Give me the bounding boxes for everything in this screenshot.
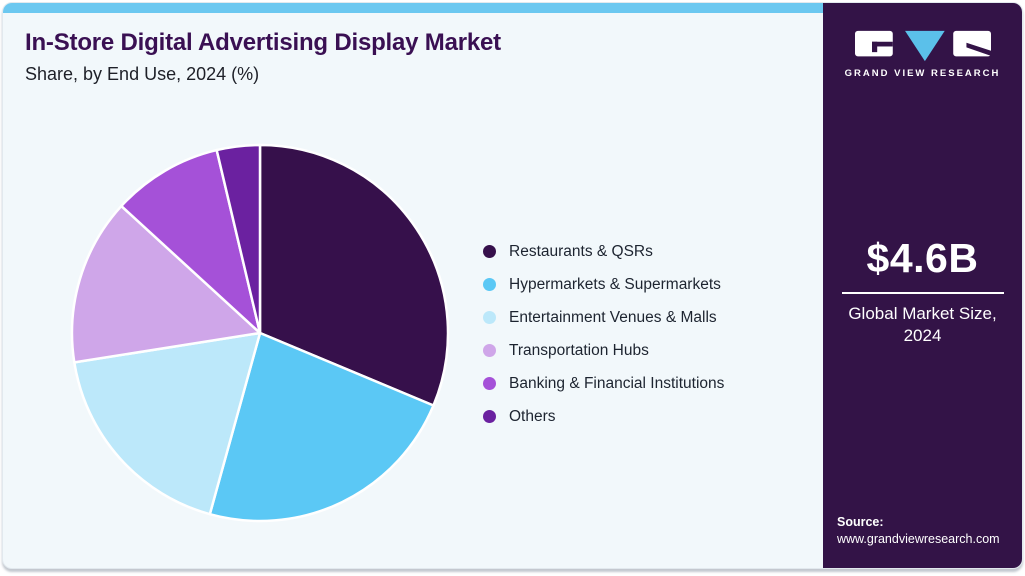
pie-slice-2 xyxy=(73,331,262,516)
legend-label: Transportation Hubs xyxy=(509,341,649,359)
legend-dot-icon xyxy=(483,245,496,258)
legend-item-1: Hypermarkets & Supermarkets xyxy=(483,268,724,301)
market-size-block: $4.6B Global Market Size, 2024 xyxy=(823,235,1022,347)
gvr-logo: GRAND VIEW RESEARCH xyxy=(823,29,1022,79)
source-url: www.grandviewresearch.com xyxy=(837,532,1000,547)
pie-slice-4 xyxy=(120,148,262,335)
legend-label: Entertainment Venues & Malls xyxy=(509,308,717,326)
page-subtitle: Share, by End Use, 2024 (%) xyxy=(25,64,260,84)
legend-item-4: Banking & Financial Institutions xyxy=(483,367,724,400)
pie-slice-1 xyxy=(208,331,435,523)
market-size-value: $4.6B xyxy=(866,235,979,281)
header: In-Store Digital Advertising Display Mar… xyxy=(25,29,501,85)
chart-legend: Restaurants & QSRs Hypermarkets & Superma… xyxy=(483,235,724,433)
pie-slice-3 xyxy=(70,204,262,364)
top-accent-bar xyxy=(3,3,825,13)
pie-chart xyxy=(69,142,451,524)
legend-dot-icon xyxy=(483,278,496,291)
legend-dot-icon xyxy=(483,311,496,324)
brand-panel: GRAND VIEW RESEARCH $4.6B Global Market … xyxy=(823,3,1022,568)
legend-dot-icon xyxy=(483,377,496,390)
source-block: Source: www.grandviewresearch.com xyxy=(837,514,1000,548)
legend-label: Hypermarkets & Supermarkets xyxy=(509,275,721,293)
legend-item-5: Others xyxy=(483,400,724,433)
pie-slice-5 xyxy=(215,143,262,335)
logo-wordmark: GRAND VIEW RESEARCH xyxy=(844,68,1001,79)
market-size-label-line1: Global Market Size, xyxy=(848,304,997,323)
legend-dot-icon xyxy=(483,344,496,357)
legend-item-3: Transportation Hubs xyxy=(483,334,724,367)
gvr-logo-icon xyxy=(854,30,991,62)
pie-slice-0 xyxy=(258,143,450,407)
market-size-label-line2: 2024 xyxy=(903,326,942,346)
legend-label: Others xyxy=(509,407,556,425)
market-size-label: Global Market Size, 2024 xyxy=(823,303,1022,347)
source-label: Source: xyxy=(837,515,884,530)
legend-item-0: Restaurants & QSRs xyxy=(483,235,724,268)
legend-label: Restaurants & QSRs xyxy=(509,242,653,260)
divider-line xyxy=(841,292,1004,294)
legend-dot-icon xyxy=(483,410,496,423)
legend-label: Banking & Financial Institutions xyxy=(509,374,725,392)
legend-item-2: Entertainment Venues & Malls xyxy=(483,301,724,334)
page-title: In-Store Digital Advertising Display Mar… xyxy=(25,29,501,56)
pie-chart-svg xyxy=(70,143,450,523)
